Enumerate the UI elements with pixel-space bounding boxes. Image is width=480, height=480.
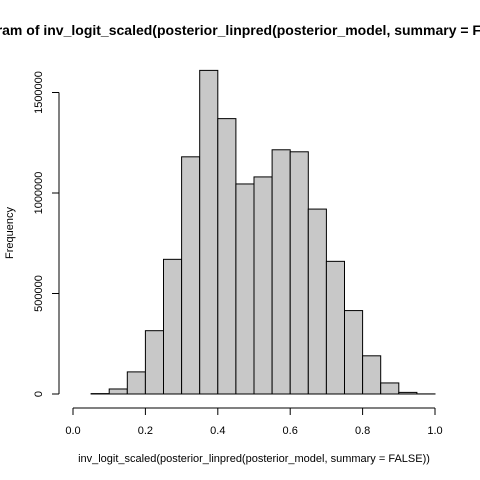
histogram-bar: [235, 183, 255, 395]
histogram-bar: [217, 118, 237, 395]
y-tick-label: 1000000: [33, 172, 45, 215]
x-tick-label: 0.2: [138, 425, 153, 437]
x-tick-label: 0.8: [355, 425, 370, 437]
histogram-bar: [199, 69, 219, 395]
y-tick-label: 1500000: [33, 71, 45, 114]
histogram-bar: [398, 391, 418, 395]
x-tick-label: 0.4: [210, 425, 225, 437]
histogram-bar: [163, 258, 183, 395]
histogram-bar: [108, 388, 128, 395]
x-tick-label: 1.0: [427, 425, 442, 437]
y-tick-label: 0: [33, 391, 45, 397]
histogram-bar: [362, 355, 382, 395]
histogram-bar: [126, 371, 146, 395]
x-axis-label: inv_logit_scaled(posterior_linpred(poste…: [78, 453, 430, 465]
chart-title: Histogram of inv_logit_scaled(posterior_…: [0, 22, 480, 38]
histogram-bar: [271, 149, 291, 395]
histogram-bar: [380, 382, 400, 395]
y-axis: 0 500000 1000000 1500000: [33, 71, 60, 397]
histogram-bar: [144, 330, 164, 395]
y-tick-label: 500000: [33, 275, 45, 312]
y-axis-label: Frequency: [4, 207, 16, 259]
histogram-bar: [181, 156, 201, 395]
x-axis: 0.0 0.2 0.4 0.6 0.8 1.0: [65, 407, 443, 437]
histogram-bar: [325, 260, 345, 395]
histogram-bar: [253, 176, 273, 395]
bars-group: [90, 69, 436, 395]
histogram-bar: [344, 310, 364, 395]
histogram-bar: [307, 208, 327, 395]
histogram-bar: [289, 151, 309, 395]
x-tick-label: 0.6: [283, 425, 298, 437]
x-tick-label: 0.0: [65, 425, 80, 437]
